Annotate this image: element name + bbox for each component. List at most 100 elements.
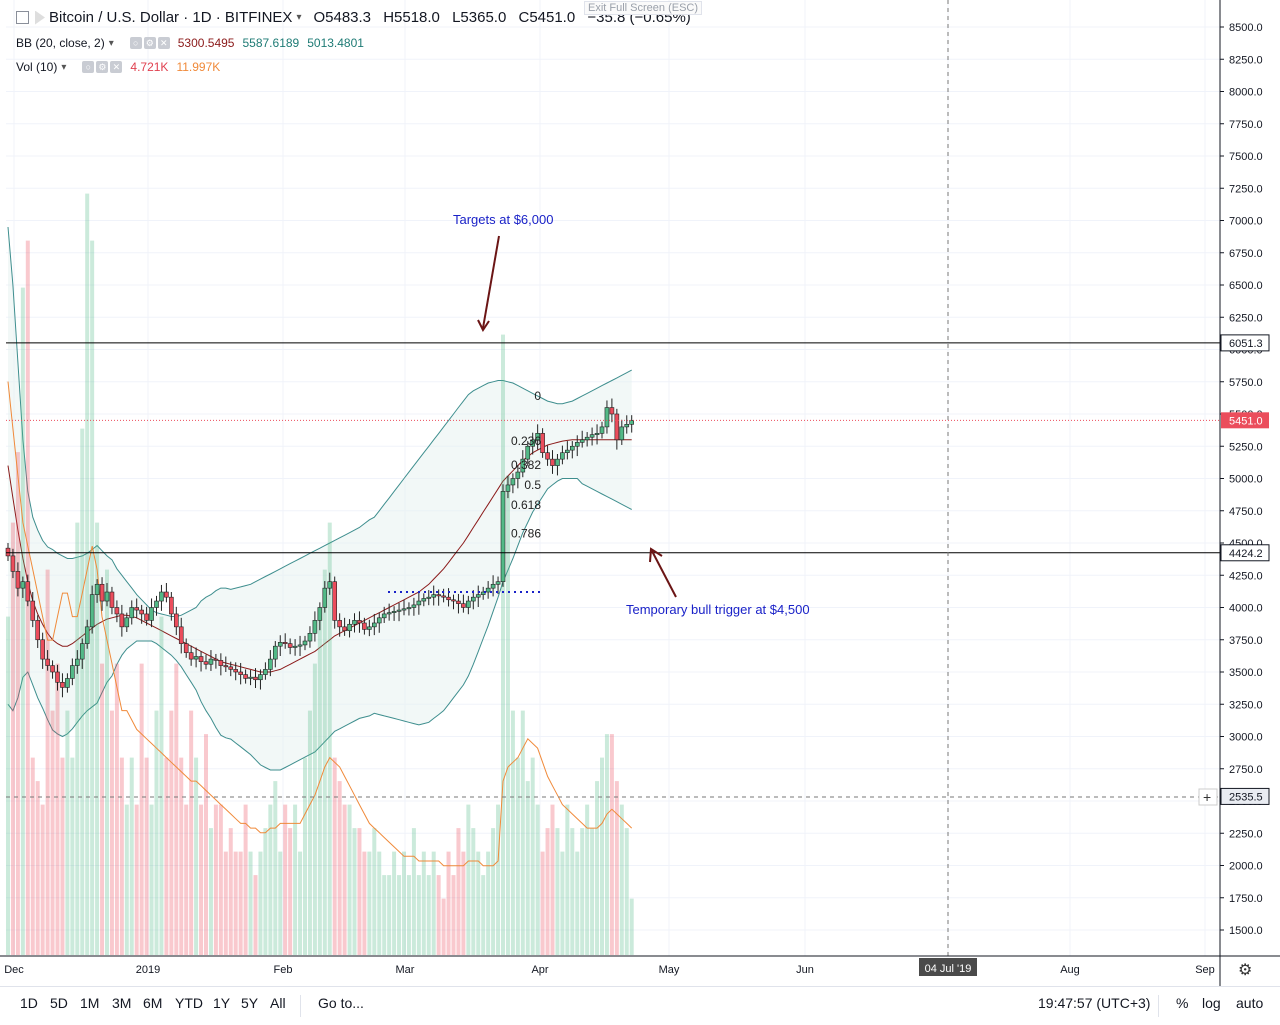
price-label-box xyxy=(1220,787,1270,805)
volume-bar xyxy=(372,828,377,955)
volume-bar xyxy=(134,804,139,955)
volume-bar xyxy=(75,522,80,955)
volume-bar xyxy=(204,734,208,955)
candle-body xyxy=(416,600,422,606)
volume-bar xyxy=(471,828,476,955)
range-ytd[interactable]: YTD xyxy=(175,995,203,1011)
volume-bar xyxy=(248,851,253,955)
candle-body xyxy=(461,603,466,608)
volume-bar xyxy=(540,851,545,955)
y-tick-label: 7000.0 xyxy=(1229,216,1263,228)
candle-body xyxy=(367,626,372,630)
symbol-name[interactable]: Bitcoin / U.S. Dollar xyxy=(49,9,180,26)
exit-fullscreen-button[interactable]: Exit Full Screen (ESC) xyxy=(584,1,703,15)
range-6m[interactable]: 6M xyxy=(143,995,163,1011)
candle-body xyxy=(25,581,31,602)
price-chart[interactable]: 0 0.236 0.382 0.5 0.618 0.786 Targets at $6,00… xyxy=(0,0,1280,986)
candle-body xyxy=(218,660,224,666)
range-5y[interactable]: 5Y xyxy=(241,995,259,1011)
collapse-icon[interactable] xyxy=(16,11,29,24)
candle-body xyxy=(228,666,234,670)
volume-bar xyxy=(501,334,505,956)
log-toggle[interactable]: log xyxy=(1202,995,1221,1011)
candle-body xyxy=(431,594,437,598)
candle-body xyxy=(347,623,352,632)
vol-label[interactable]: Vol (10) xyxy=(16,60,58,74)
price-label: 4424.2 xyxy=(1229,548,1263,560)
volume-bar xyxy=(322,569,327,955)
volume-bar xyxy=(550,804,555,955)
candle-body xyxy=(79,643,85,660)
range-1y[interactable]: 1Y xyxy=(213,995,231,1011)
close-icon[interactable]: ✕ xyxy=(157,37,170,49)
y-tick-label: 1500.0 xyxy=(1229,925,1263,937)
volume-bar xyxy=(590,828,595,955)
candle-body xyxy=(253,676,258,681)
chevron-down-icon[interactable]: ▾ xyxy=(108,37,114,49)
auto-toggle[interactable]: auto xyxy=(1236,995,1264,1011)
y-tick-label: 3000.0 xyxy=(1229,732,1263,744)
volume-bar xyxy=(510,710,515,955)
candle-body xyxy=(619,426,625,441)
candle-body xyxy=(555,458,560,466)
gear-icon[interactable]: ⚙ xyxy=(1238,962,1253,979)
bb-fill xyxy=(8,227,632,770)
goto-button[interactable]: Go to... xyxy=(318,995,364,1011)
volume-bar xyxy=(10,522,15,955)
candle-body xyxy=(411,604,417,608)
y-tick-label: 2750.0 xyxy=(1229,764,1263,776)
fib-label: 0.236 xyxy=(511,434,541,448)
candle-body xyxy=(426,596,432,599)
volume-bar xyxy=(560,851,565,955)
volume-bar xyxy=(327,522,332,955)
fib-label: 0.382 xyxy=(511,458,541,472)
candle-body xyxy=(436,594,441,597)
range-5d[interactable]: 5D xyxy=(50,995,68,1011)
vol-value: 4.721K xyxy=(130,60,169,74)
x-tick-label: Sep xyxy=(1195,964,1215,976)
percent-toggle[interactable]: % xyxy=(1176,995,1189,1011)
candle-body xyxy=(243,674,248,679)
volume-bar xyxy=(362,851,367,955)
volume-bar xyxy=(149,804,154,955)
volume-bar xyxy=(208,828,213,955)
eye-icon[interactable]: ○ xyxy=(129,37,142,49)
volume-bar xyxy=(312,663,317,955)
indicator-controls: ○ ⚙ ✕ xyxy=(82,61,123,73)
price-label-box xyxy=(1221,412,1269,429)
bb-upper-line xyxy=(7,226,632,617)
close-icon[interactable]: ✕ xyxy=(110,61,123,73)
candle-body xyxy=(352,620,357,625)
bb-label[interactable]: BB (20, close, 2) xyxy=(16,36,105,50)
volume-bar xyxy=(283,804,288,955)
volume-bar xyxy=(189,710,194,955)
volume-bar xyxy=(446,851,451,955)
candle-body xyxy=(282,642,288,644)
candle-body xyxy=(604,407,610,428)
eye-icon[interactable]: ○ xyxy=(82,61,95,73)
candle-body xyxy=(94,583,100,595)
range-1m[interactable]: 1M xyxy=(80,995,100,1011)
candle-body xyxy=(495,581,501,585)
gear-icon[interactable]: ⚙ xyxy=(143,37,156,49)
candle-body xyxy=(470,596,476,602)
add-alert-button[interactable] xyxy=(1198,788,1218,806)
range-1d[interactable]: 1D xyxy=(20,995,38,1011)
volume-bar xyxy=(392,851,397,955)
volume-bar xyxy=(387,875,392,955)
y-tick-label: 8250.0 xyxy=(1229,54,1263,66)
chevron-down-icon[interactable]: ▾ xyxy=(61,61,67,73)
candle-body xyxy=(332,581,338,621)
volume-bar xyxy=(520,710,525,955)
range-3m[interactable]: 3M xyxy=(112,995,132,1011)
candle-body xyxy=(5,547,11,557)
range-all[interactable]: All xyxy=(270,995,286,1011)
volume-bar xyxy=(317,616,322,955)
chevron-down-icon[interactable]: ▾ xyxy=(296,12,302,23)
gear-icon[interactable]: ⚙ xyxy=(96,61,109,73)
volume-bar xyxy=(105,569,109,955)
clock-time[interactable]: 19:47:57 (UTC+3) xyxy=(1038,995,1151,1011)
candle-body xyxy=(525,445,531,460)
arrow-head xyxy=(477,319,490,332)
bb-basis-value: 5300.5495 xyxy=(177,36,235,50)
